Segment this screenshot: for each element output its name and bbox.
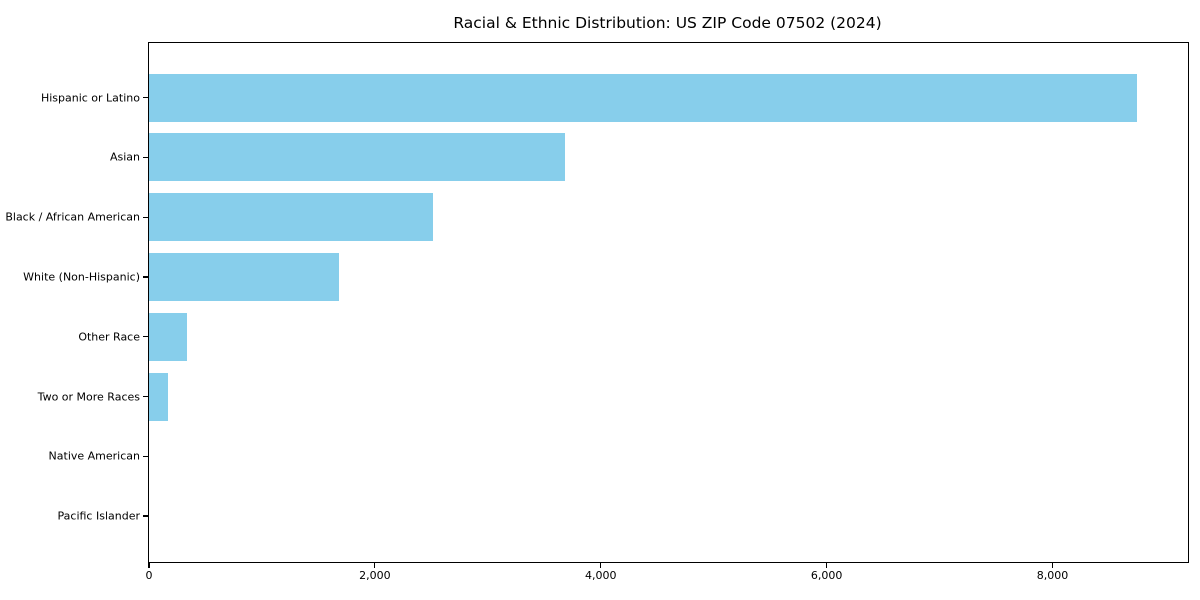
x-tick-label: 8,000 (1036, 569, 1069, 582)
x-tick-mark (374, 563, 376, 568)
x-tick-mark (600, 563, 602, 568)
y-tick-mark (142, 97, 148, 99)
x-tick-mark (826, 563, 828, 568)
bar-other-race (149, 312, 187, 361)
y-tick-mark (142, 395, 148, 398)
y-tick-label: Black / African American (5, 210, 140, 224)
y-tick-label: Native American (48, 449, 140, 463)
bar-hispanic-or-latino (149, 73, 1137, 122)
y-tick-mark (142, 336, 148, 338)
x-tick-mark (1051, 563, 1054, 568)
y-tick-mark (142, 156, 148, 159)
x-tick-mark (148, 563, 150, 568)
x-tick-label: 2,000 (359, 569, 391, 582)
x-tick-label: 0 (145, 569, 153, 582)
y-tick-mark (142, 216, 148, 218)
y-tick-label: Hispanic or Latino (40, 91, 140, 105)
bar-white-non-hispanic (149, 252, 340, 301)
y-tick-mark (142, 515, 148, 517)
y-tick-mark (142, 276, 148, 278)
y-tick-label: Asian (109, 150, 140, 164)
y-tick-label: White (Non-Hispanic) (23, 270, 140, 284)
x-tick-label: 4,000 (584, 569, 617, 582)
y-tick-label: Pacific Islander (57, 509, 140, 523)
bar-two-or-more-races (149, 372, 169, 421)
x-tick-label: 6,000 (810, 569, 843, 582)
chart-title: Racial & Ethnic Distribution: US ZIP Cod… (453, 14, 882, 32)
plot-area: Hispanic or Latino Asian Black / African A… (5, 42, 1189, 582)
y-tick-label: Other Race (78, 330, 140, 344)
bar-black-african-american (149, 193, 434, 242)
y-tick-mark (142, 455, 148, 457)
bar-asian (149, 133, 565, 182)
y-tick-label: Two or More Races (37, 390, 140, 403)
